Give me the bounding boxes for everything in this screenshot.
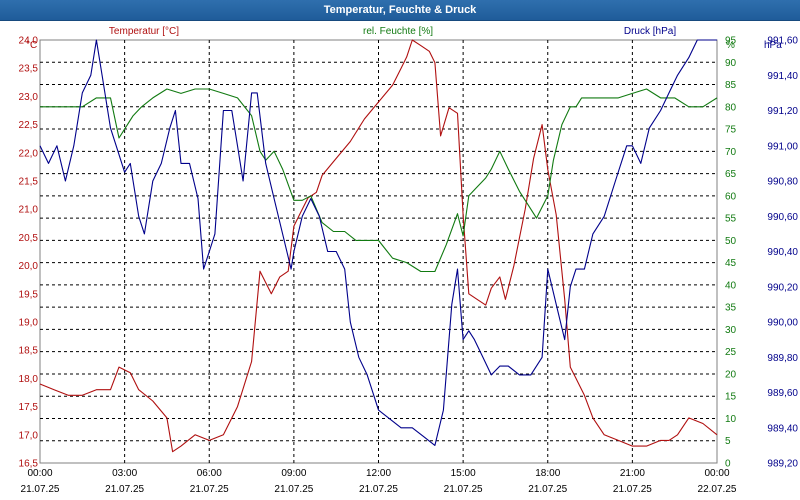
humidity-tick-label: 90: [725, 58, 737, 69]
temperature-series-line: [39, 39, 718, 453]
x-tick-date: 21.07.25: [613, 484, 652, 495]
temperature-tick-label: 17,5: [19, 402, 39, 413]
pressure-tick-label: 991,40: [767, 71, 798, 82]
humidity-tick-label: 75: [725, 125, 737, 136]
x-tick-time: 18:00: [535, 468, 560, 479]
temperature-tick-label: 16,5: [19, 459, 39, 470]
humidity-tick-label: 85: [725, 80, 737, 91]
pressure-tick-label: 989,20: [767, 459, 798, 470]
window-titlebar: Temperatur, Feuchte & Druck: [0, 0, 800, 21]
humidity-series-line: [40, 88, 718, 273]
pressure-tick-label: 989,40: [767, 423, 798, 434]
x-tick-time: 06:00: [197, 468, 222, 479]
humidity-tick-label: 0: [725, 459, 731, 470]
pressure-tick-label: 989,60: [767, 388, 798, 399]
x-tick-time: 12:00: [366, 468, 391, 479]
x-tick-date: 21.07.25: [274, 484, 313, 495]
pressure-tick-label: 990,20: [767, 282, 798, 293]
x-tick-time: 09:00: [281, 468, 306, 479]
humidity-tick-label: 25: [725, 347, 737, 358]
temperature-tick-label: 23,0: [19, 92, 39, 103]
x-tick-time: 00:00: [27, 468, 52, 479]
humidity-tick-label: 60: [725, 191, 737, 202]
x-tick-date: 21.07.25: [21, 484, 60, 495]
temperature-tick-label: 17,0: [19, 430, 39, 441]
humidity-tick-label: 15: [725, 392, 737, 403]
x-tick-date: 21.07.25: [359, 484, 398, 495]
humidity-tick-label: 95: [725, 36, 737, 47]
x-tick-date: 21.07.25: [444, 484, 483, 495]
window-title: Temperatur, Feuchte & Druck: [323, 4, 477, 16]
humidity-tick-label: 30: [725, 325, 737, 336]
x-tick-date: 21.07.25: [528, 484, 567, 495]
x-tick-date: 21.07.25: [190, 484, 229, 495]
pressure-unit: hPa: [764, 40, 782, 51]
temperature-axis-label: Temperatur [°C]: [109, 26, 179, 37]
pressure-tick-label: 991,00: [767, 141, 798, 152]
humidity-tick-label: 45: [725, 258, 737, 269]
temperature-tick-label: 19,0: [19, 318, 39, 329]
temperature-tick-label: 21,0: [19, 205, 39, 216]
x-tick-date: 22.07.25: [698, 484, 737, 495]
pressure-tick-label: 990,40: [767, 247, 798, 258]
temperature-tick-label: 23,5: [19, 64, 39, 75]
x-tick-time: 15:00: [451, 468, 476, 479]
humidity-tick-label: 80: [725, 102, 737, 113]
temperature-tick-label: 22,0: [19, 148, 39, 159]
humidity-tick-label: 55: [725, 214, 737, 225]
humidity-axis-label: rel. Feuchte [%]: [363, 26, 433, 37]
pressure-tick-label: 989,80: [767, 353, 798, 364]
pressure-tick-label: 990,60: [767, 212, 798, 223]
pressure-tick-label: 991,20: [767, 106, 798, 117]
humidity-tick-label: 5: [725, 436, 731, 447]
temperature-tick-label: 20,5: [19, 233, 39, 244]
pressure-tick-label: 990,00: [767, 318, 798, 329]
pressure-series-line: [39, 39, 717, 446]
humidity-tick-label: 35: [725, 303, 737, 314]
pressure-tick-label: 991,60: [767, 36, 798, 47]
humidity-tick-label: 20: [725, 369, 737, 380]
temperature-tick-label: 21,5: [19, 177, 39, 188]
humidity-tick-label: 65: [725, 169, 737, 180]
humidity-tick-label: 40: [725, 280, 737, 291]
temperature-tick-label: 19,5: [19, 289, 39, 300]
temperature-tick-label: 18,5: [19, 346, 39, 357]
humidity-tick-label: 10: [725, 414, 737, 425]
temperature-tick-label: 18,0: [19, 374, 39, 385]
temperature-unit: °C: [26, 40, 37, 51]
x-tick-date: 21.07.25: [105, 484, 144, 495]
x-tick-time: 03:00: [112, 468, 137, 479]
temperature-tick-label: 22,5: [19, 120, 39, 131]
temperature-tick-label: 20,0: [19, 261, 39, 272]
temperature-tick-label: 24,0: [19, 36, 39, 47]
x-tick-time: 00:00: [704, 468, 729, 479]
humidity-tick-label: 50: [725, 236, 737, 247]
x-tick-time: 21:00: [620, 468, 645, 479]
humidity-tick-label: 70: [725, 147, 737, 158]
humidity-unit: %: [726, 40, 735, 51]
pressure-axis-label: Druck [hPa]: [624, 26, 676, 37]
pressure-tick-label: 990,80: [767, 177, 798, 188]
